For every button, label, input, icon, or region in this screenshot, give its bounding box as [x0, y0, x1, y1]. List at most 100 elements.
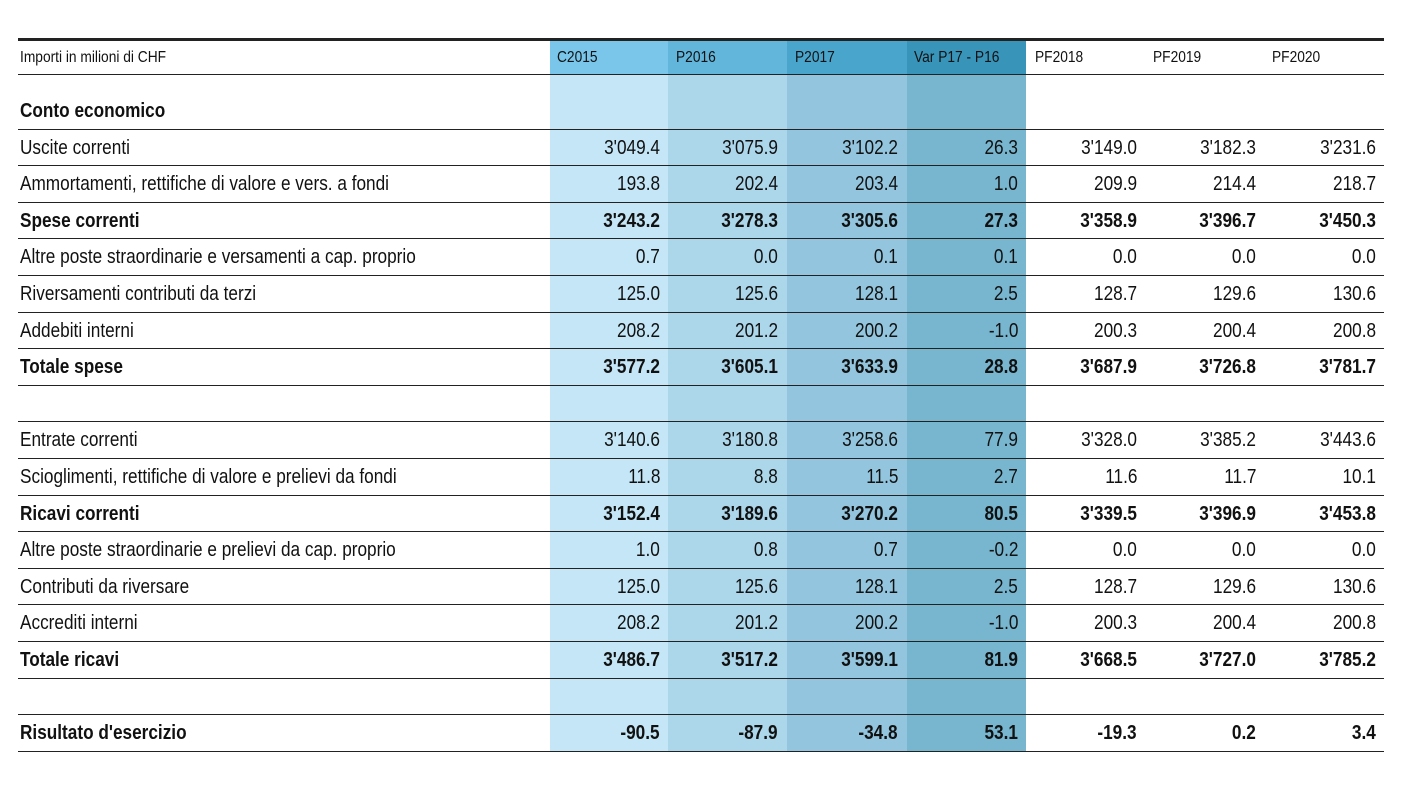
cell-p2016: 3'278.3 — [721, 209, 778, 232]
cell-c2015: 1.0 — [636, 539, 660, 562]
cell-pf2018: 3'328.0 — [1081, 429, 1137, 452]
cell-c2015: 3'152.4 — [603, 502, 660, 525]
cell-p2016: 3'180.8 — [722, 429, 778, 452]
cell-p2016: 3'075.9 — [722, 136, 778, 159]
row-label: Spese correnti — [20, 209, 140, 232]
cell-pf2018: 0.0 — [1113, 539, 1137, 562]
cell-p2017: -34.8 — [858, 722, 898, 745]
row-divider — [18, 714, 1384, 715]
column-shade-var — [907, 40, 1026, 752]
cell-var: 1.0 — [994, 173, 1018, 196]
row-label: Ricavi correnti — [20, 502, 140, 525]
cell-var: -0.2 — [988, 539, 1018, 562]
cell-pf2018: 200.3 — [1093, 319, 1137, 342]
row-divider — [18, 238, 1384, 239]
row-label: Totale ricavi — [20, 649, 120, 671]
cell-pf2020: 3'785.2 — [1319, 649, 1376, 671]
cell-pf2019: 129.6 — [1212, 575, 1256, 598]
cell-p2017: 128.1 — [854, 283, 898, 305]
cell-pf2019: 129.6 — [1212, 283, 1256, 305]
cell-var: 28.8 — [984, 356, 1018, 379]
cell-c2015: 3'486.7 — [603, 649, 660, 671]
cell-pf2018: 3'668.5 — [1080, 649, 1137, 671]
cell-pf2019: 0.0 — [1232, 246, 1256, 269]
cell-var: 53.1 — [984, 722, 1018, 745]
cell-p2016: 0.8 — [754, 539, 778, 562]
cell-pf2020: 3'453.8 — [1319, 502, 1376, 525]
cell-var: 77.9 — [984, 429, 1018, 452]
row-divider — [18, 751, 1384, 752]
row-label: Altre poste straordinarie e prelievi da … — [20, 539, 396, 562]
row-label: Addebiti interni — [20, 319, 134, 342]
column-header-pf2019: PF2019 — [1153, 49, 1202, 66]
cell-pf2019: 3'727.0 — [1199, 649, 1256, 671]
cell-pf2019: 200.4 — [1212, 612, 1256, 635]
row-label: Contributi da riversare — [20, 575, 190, 598]
row-label: Uscite correnti — [20, 136, 130, 159]
cell-pf2020: 200.8 — [1332, 319, 1376, 342]
header-shade-p2017 — [787, 40, 907, 74]
cell-pf2018: 11.6 — [1104, 466, 1137, 488]
cell-pf2019: 3'396.9 — [1199, 502, 1256, 525]
column-header-c2015: C2015 — [557, 49, 598, 66]
cell-pf2019: 3'385.2 — [1200, 429, 1256, 452]
row-divider — [18, 458, 1384, 459]
cell-c2015: -90.5 — [620, 722, 660, 745]
row-label: Altre poste straordinarie e versamenti a… — [20, 246, 416, 269]
row-label: Accrediti interni — [20, 612, 138, 635]
cell-pf2020: 130.6 — [1332, 283, 1376, 305]
cell-p2016: 202.4 — [734, 173, 778, 196]
cell-var: -1.0 — [988, 612, 1018, 635]
cell-p2016: -87.9 — [738, 722, 778, 745]
cell-p2016: 125.6 — [734, 283, 778, 305]
cell-p2017: 3'599.1 — [841, 649, 898, 671]
header-shade-c2015 — [550, 40, 668, 74]
row-label: Entrate correnti — [20, 429, 138, 452]
cell-pf2018: 3'339.5 — [1080, 502, 1137, 525]
cell-pf2020: 218.7 — [1332, 173, 1376, 196]
row-divider — [18, 421, 1384, 422]
column-header-var: Var P17 - P16 — [914, 49, 1000, 66]
cell-c2015: 3'243.2 — [603, 209, 660, 232]
cell-c2015: 11.8 — [627, 466, 660, 488]
cell-p2017: 200.2 — [854, 319, 898, 342]
cell-var: 80.5 — [984, 502, 1018, 525]
cell-pf2020: 200.8 — [1332, 612, 1376, 635]
column-shade-c2015 — [550, 40, 668, 752]
cell-pf2019: 3'726.8 — [1199, 356, 1256, 379]
header-rule — [18, 74, 1384, 75]
column-header-p2016: P2016 — [676, 49, 716, 66]
cell-c2015: 3'140.6 — [604, 429, 660, 452]
cell-pf2018: -19.3 — [1097, 722, 1137, 745]
cell-var: 2.5 — [994, 575, 1018, 598]
cell-pf2019: 0.2 — [1232, 722, 1256, 745]
cell-var: 2.7 — [994, 466, 1018, 488]
cell-var: 27.3 — [984, 209, 1018, 232]
row-label: Scioglimenti, rettifiche di valore e pre… — [20, 466, 397, 488]
header-shade-var — [907, 40, 1026, 74]
row-label: Risultato d'esercizio — [20, 722, 187, 745]
cell-pf2020: 130.6 — [1332, 575, 1376, 598]
cell-p2016: 201.2 — [734, 319, 778, 342]
row-divider — [18, 604, 1384, 605]
cell-pf2018: 128.7 — [1093, 283, 1137, 305]
cell-pf2020: 3'450.3 — [1319, 209, 1376, 232]
cell-pf2018: 0.0 — [1113, 246, 1137, 269]
cell-c2015: 3'577.2 — [603, 356, 660, 379]
row-divider — [18, 312, 1384, 313]
column-shade-p2016 — [668, 40, 787, 752]
cell-p2017: 3'258.6 — [842, 429, 898, 452]
cell-pf2019: 200.4 — [1212, 319, 1256, 342]
cell-pf2018: 128.7 — [1093, 575, 1137, 598]
units-label: Importi in milioni di CHF — [20, 49, 167, 66]
row-label: Totale spese — [20, 356, 123, 379]
cell-p2017: 0.1 — [874, 246, 898, 269]
cell-p2017: 3'102.2 — [842, 136, 898, 159]
cell-p2016: 125.6 — [734, 575, 778, 598]
cell-pf2019: 3'182.3 — [1200, 136, 1256, 159]
header-shade-p2016 — [668, 40, 787, 74]
row-divider — [18, 641, 1384, 642]
cell-pf2018: 209.9 — [1093, 173, 1137, 196]
row-divider — [18, 385, 1384, 386]
cell-var: 0.1 — [994, 246, 1018, 269]
